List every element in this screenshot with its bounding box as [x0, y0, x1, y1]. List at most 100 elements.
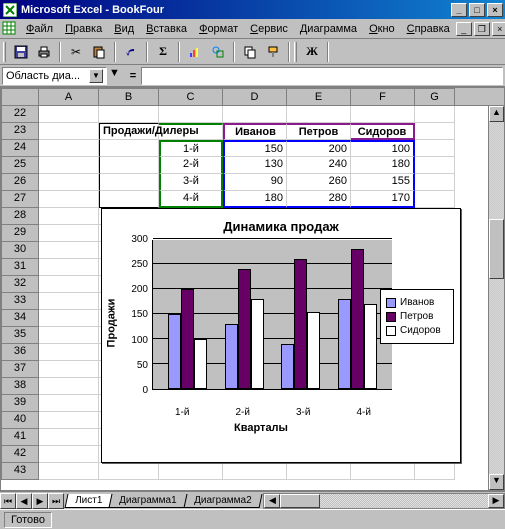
copy-button[interactable] [239, 41, 261, 63]
row-header-37[interactable]: 37 [1, 361, 39, 378]
formula-input[interactable] [141, 67, 503, 85]
cell[interactable] [39, 293, 99, 310]
cell[interactable]: 240 [287, 157, 351, 174]
column-header-E[interactable]: E [287, 88, 351, 106]
column-header-F[interactable]: F [351, 88, 415, 106]
scroll-right-arrow-icon[interactable]: ▶ [488, 494, 504, 508]
sheet-tab-Диаграмма1[interactable]: Диаграмма1 [109, 494, 188, 508]
cell[interactable]: Продажи/Дилеры [99, 123, 159, 140]
cell[interactable] [415, 140, 455, 157]
cell[interactable] [39, 327, 99, 344]
maximize-button[interactable]: □ [469, 3, 485, 17]
scroll-down-arrow-icon[interactable]: ▼ [489, 474, 504, 490]
cell[interactable] [39, 463, 99, 480]
cell[interactable] [39, 259, 99, 276]
cell[interactable]: Иванов [223, 123, 287, 140]
row-header-31[interactable]: 31 [1, 259, 39, 276]
column-header-A[interactable]: A [39, 88, 99, 106]
cell[interactable] [99, 106, 159, 123]
tab-scroll-next-icon[interactable]: ▶ [32, 493, 48, 509]
cell[interactable] [287, 106, 351, 123]
row-header-30[interactable]: 30 [1, 242, 39, 259]
cell[interactable] [39, 395, 99, 412]
row-header-41[interactable]: 41 [1, 429, 39, 446]
cell[interactable] [351, 463, 415, 480]
vertical-scrollbar[interactable]: ▲ ▼ [488, 106, 504, 490]
cell[interactable] [223, 463, 287, 480]
cell[interactable] [415, 157, 455, 174]
cell[interactable] [287, 463, 351, 480]
toolbar-handle-2[interactable] [294, 42, 297, 62]
cell[interactable]: 1-й [159, 140, 223, 157]
scroll-left-arrow-icon[interactable]: ◀ [264, 494, 280, 508]
column-header-C[interactable]: C [159, 88, 223, 106]
cell[interactable]: 280 [287, 191, 351, 208]
cell[interactable] [415, 191, 455, 208]
cell[interactable]: 150 [223, 140, 287, 157]
doc-close-button[interactable]: × [492, 22, 505, 36]
cell[interactable]: 170 [351, 191, 415, 208]
cut-button[interactable]: ✂ [65, 41, 87, 63]
cell[interactable] [415, 106, 455, 123]
column-header-D[interactable]: D [223, 88, 287, 106]
cell[interactable] [39, 378, 99, 395]
drawing-toolbar-button[interactable] [207, 41, 229, 63]
row-header-39[interactable]: 39 [1, 395, 39, 412]
tab-scroll-prev-icon[interactable]: ◀ [16, 493, 32, 509]
cell[interactable] [99, 463, 159, 480]
cell[interactable] [223, 106, 287, 123]
cell[interactable] [415, 463, 455, 480]
row-header-23[interactable]: 23 [1, 123, 39, 140]
row-header-33[interactable]: 33 [1, 293, 39, 310]
cell[interactable] [39, 140, 99, 157]
vscroll-thumb[interactable] [489, 219, 504, 279]
name-box[interactable]: Область диа... ▼ [2, 67, 107, 85]
cell[interactable] [39, 157, 99, 174]
cell[interactable] [99, 191, 159, 208]
doc-minimize-button[interactable]: _ [456, 22, 472, 36]
row-header-29[interactable]: 29 [1, 225, 39, 242]
row-header-38[interactable]: 38 [1, 378, 39, 395]
menu-правка[interactable]: Правка [59, 22, 108, 36]
cell[interactable] [39, 242, 99, 259]
tab-scroll-first-icon[interactable]: ⏮ [0, 493, 16, 509]
row-header-43[interactable]: 43 [1, 463, 39, 480]
menu-сервис[interactable]: Сервис [244, 22, 294, 36]
menu-окно[interactable]: Окно [363, 22, 401, 36]
cell[interactable] [39, 310, 99, 327]
column-header-G[interactable]: G [415, 88, 455, 106]
cell[interactable] [99, 174, 159, 191]
cell[interactable] [39, 225, 99, 242]
cell[interactable] [39, 344, 99, 361]
cell[interactable]: 130 [223, 157, 287, 174]
cell[interactable] [415, 174, 455, 191]
save-button[interactable] [10, 41, 32, 63]
cell[interactable]: Петров [287, 123, 351, 140]
cell[interactable]: 3-й [159, 174, 223, 191]
cell[interactable]: 180 [223, 191, 287, 208]
column-header-B[interactable]: B [99, 88, 159, 106]
cell[interactable]: 100 [351, 140, 415, 157]
cell[interactable]: 2-й [159, 157, 223, 174]
cell[interactable] [99, 157, 159, 174]
cell[interactable] [39, 276, 99, 293]
paste-button[interactable] [88, 41, 110, 63]
format-painter-button[interactable] [262, 41, 284, 63]
horizontal-scrollbar[interactable]: ◀ ▶ [263, 493, 505, 509]
row-header-25[interactable]: 25 [1, 157, 39, 174]
menu-вставка[interactable]: Вставка [140, 22, 193, 36]
row-header-36[interactable]: 36 [1, 344, 39, 361]
row-header-24[interactable]: 24 [1, 140, 39, 157]
cell[interactable] [39, 191, 99, 208]
cell[interactable]: 155 [351, 174, 415, 191]
row-header-35[interactable]: 35 [1, 327, 39, 344]
cell[interactable]: 4-й [159, 191, 223, 208]
cell[interactable] [99, 140, 159, 157]
row-header-34[interactable]: 34 [1, 310, 39, 327]
cell[interactable] [39, 106, 99, 123]
row-header-40[interactable]: 40 [1, 412, 39, 429]
cell[interactable] [159, 106, 223, 123]
cell[interactable]: 200 [287, 140, 351, 157]
sheet-tab-Диаграмма2[interactable]: Диаграмма2 [183, 494, 262, 508]
cell[interactable] [39, 446, 99, 463]
